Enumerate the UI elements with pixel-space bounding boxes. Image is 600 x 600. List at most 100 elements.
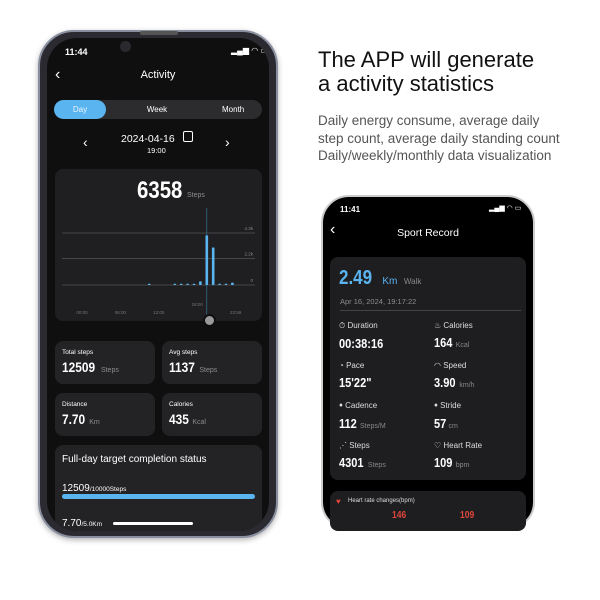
status-time: 11:44	[65, 47, 88, 57]
x-tick-label: 18:00	[192, 302, 204, 307]
date-label: 2024-04-16	[121, 133, 175, 145]
back-icon[interactable]: ‹	[55, 66, 61, 83]
distance-value: 2.49	[339, 267, 373, 289]
chart-bar	[173, 283, 177, 285]
next-date-button[interactable]: ›	[225, 134, 230, 150]
home-indicator	[113, 522, 193, 525]
stat-label: Avg steps	[169, 349, 198, 356]
target-distance-value: 7.70	[62, 518, 82, 529]
chart-bar	[199, 281, 202, 285]
metric-value: 3.90	[434, 375, 456, 390]
chart-bar	[179, 283, 183, 285]
steps-bar-chart: 4.3k 2.2k 0 00:00 06:00 12:00 18:00 23:59	[62, 208, 255, 320]
activity-screen: 11:44 ▂▄▆ ◠ ▭ ‹ Activity Day Week Month …	[47, 38, 269, 531]
calendar-icon[interactable]	[183, 131, 193, 142]
pace-icon: ◔	[339, 361, 344, 370]
metric-label: Speed	[443, 361, 467, 370]
speedometer-icon: ◠	[434, 361, 441, 370]
stat-label: Calories	[169, 401, 193, 408]
chart-bar	[186, 283, 189, 285]
scrubber-handle[interactable]	[203, 314, 216, 327]
record-datetime: Apr 16, 2024, 19:17:22	[340, 297, 417, 306]
tab-week[interactable]: Week	[146, 105, 168, 114]
status-icons: ▂▄▆ ◠ ▭	[231, 46, 268, 55]
tab-day[interactable]: Day	[54, 100, 106, 119]
headline-line1: The APP will generate	[318, 47, 535, 72]
metric-calories: ♨ Calories 164 Kcal	[434, 321, 473, 352]
stopwatch-icon: ⏱	[339, 321, 346, 330]
steps-total: 6358	[137, 177, 183, 204]
stat-unit: Steps	[100, 367, 119, 374]
steps-progress-track	[62, 494, 255, 499]
metric-speed: ◠ Speed 3.90 km/h	[434, 361, 474, 392]
chart-bar	[147, 283, 151, 285]
x-tick-label: 06:00	[115, 310, 127, 315]
chart-bar	[192, 283, 196, 285]
metric-label: Heart Rate	[443, 441, 483, 450]
metric-value: 00:38:16	[339, 336, 384, 351]
stat-value: 12509	[62, 359, 96, 375]
description-line: step count, average daily standing count	[318, 130, 560, 146]
chart-bar	[218, 283, 221, 285]
stat-card-avg-steps: Avg steps 1137 Steps	[162, 341, 262, 384]
target-steps-goal: /10000Steps	[89, 486, 127, 493]
heart-rate-title: Heart rate changes(bpm)	[348, 498, 415, 504]
metric-label: Steps	[349, 441, 370, 450]
steps-chart-card: 6358 Steps	[55, 169, 262, 321]
chart-bar	[205, 235, 209, 285]
metric-label: Stride	[440, 401, 462, 410]
steps-progress-fill	[62, 494, 255, 499]
description-line: Daily/weekly/monthly data visualization	[318, 148, 552, 163]
target-card: Full-day target completion status 12509/…	[55, 445, 262, 531]
metric-unit: Kcal	[455, 342, 470, 349]
stat-card-calories: Calories 435 Kcal	[162, 393, 262, 436]
metric-label: Calories	[443, 321, 473, 330]
stat-unit: Steps	[199, 367, 218, 374]
status-time: 11:41	[340, 205, 361, 214]
stat-unit: Km	[89, 419, 100, 426]
headline-line2: a activity statistics	[318, 71, 495, 96]
metric-label: Cadence	[345, 401, 378, 410]
metric-steps: ⋰ Steps 4301 Steps	[339, 441, 386, 472]
stat-value: 435	[169, 411, 189, 427]
prev-date-button[interactable]: ‹	[83, 134, 88, 150]
sport-record-screen: 11:41 ▂▄▆ ◠ ▭ ‹ Sport Record 2.49 Km Wal…	[321, 195, 535, 531]
target-distance-goal: /5.0Km	[81, 521, 103, 528]
stride-icon: ꔷ	[434, 401, 438, 410]
distance-unit: Km	[382, 276, 398, 287]
metric-value: 57	[434, 416, 447, 431]
metric-value: 4301	[339, 455, 364, 470]
time-label: 19:00	[147, 146, 166, 155]
metric-cadence: ꔷ Cadence 112 Steps/M	[339, 401, 386, 433]
metric-label: Pace	[346, 361, 365, 370]
heart-icon: ♡	[434, 441, 442, 450]
page-title: Sport Record	[397, 227, 459, 239]
headline: The APP will generate a activity statist…	[318, 48, 534, 96]
back-icon[interactable]: ‹	[330, 221, 336, 238]
x-tick-label: 12:00	[153, 310, 165, 315]
page-title: Activity	[140, 69, 176, 81]
chart-bar	[224, 283, 228, 285]
metric-unit: Steps/M	[359, 423, 386, 430]
heart-rate-card: ♥ Heart rate changes(bpm) 146 109	[330, 491, 526, 531]
footprints-icon: ꔷ	[339, 401, 343, 410]
chart-bar	[231, 282, 234, 285]
y-tick-label: 2.2k	[244, 251, 253, 256]
description: Daily energy consume, average daily step…	[318, 112, 560, 165]
heart-rate-avg: 109	[460, 510, 475, 521]
metric-unit: Steps	[367, 462, 386, 469]
stat-label: Distance	[62, 401, 88, 408]
sport-summary-card: 2.49 Km Walk Apr 16, 2024, 19:17:22 ⏱ Du…	[330, 257, 526, 480]
y-tick-label: 4.3k	[244, 226, 253, 231]
metric-value: 164	[434, 335, 453, 350]
divider	[340, 310, 521, 311]
chart-bar	[211, 247, 215, 285]
stat-value: 7.70	[62, 411, 86, 427]
y-tick-label: 0	[250, 278, 253, 283]
metric-heart-rate: ♡ Heart Rate 109 bpm	[434, 441, 482, 472]
steps-unit: Steps	[187, 192, 205, 199]
tab-month[interactable]: Month	[222, 105, 245, 114]
metric-unit: km/h	[459, 382, 475, 389]
metric-unit: cm	[448, 423, 458, 430]
heart-icon: ♥	[336, 497, 341, 506]
